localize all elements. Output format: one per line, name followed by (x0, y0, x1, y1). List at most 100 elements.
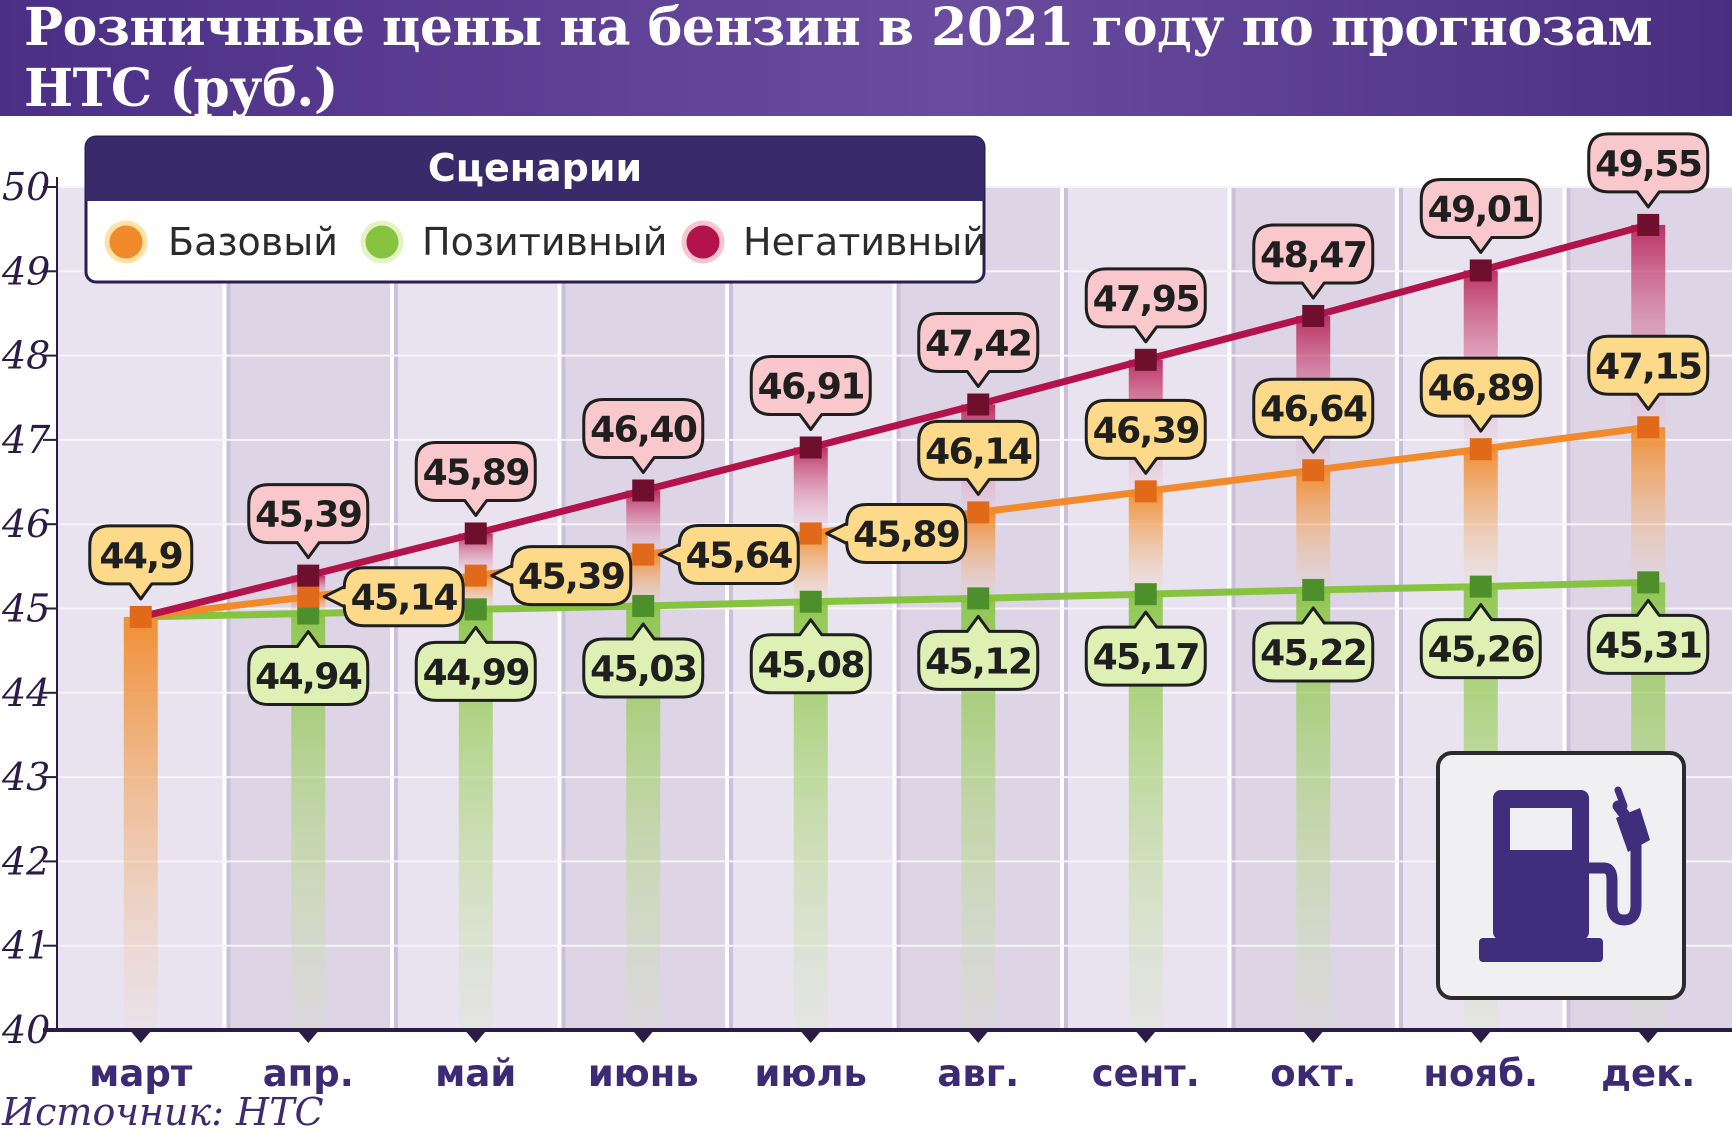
stem-base (1129, 491, 1163, 594)
legend-label-negative: Негативный (743, 220, 987, 264)
data-point (1637, 571, 1659, 593)
x-tick-label: нояб. (1423, 1052, 1538, 1095)
data-point (130, 606, 152, 628)
data-label-negative-text: 45,39 (255, 495, 361, 536)
x-tick-mark (967, 1030, 989, 1043)
data-point (465, 522, 487, 544)
data-label-negative-text: 48,47 (1260, 235, 1366, 276)
data-label-positive-text: 45,17 (1093, 637, 1199, 678)
y-tick-label: 40 (1, 1008, 50, 1052)
y-tick-label: 46 (1, 502, 50, 546)
data-label-base: 45,14 (324, 568, 463, 626)
data-label-base-text: 45,89 (853, 514, 959, 555)
x-tick-label: июль (755, 1052, 867, 1095)
legend: Сценарии Базовый Позитивный Негативный (86, 137, 987, 282)
source-note: Источник: НТС (2, 1090, 324, 1134)
data-label-positive-text: 44,94 (255, 657, 362, 698)
data-label-positive-text: 45,22 (1260, 633, 1366, 674)
data-point (800, 591, 822, 613)
x-tick-label: март (89, 1052, 193, 1095)
data-label-positive-text: 45,31 (1595, 625, 1701, 666)
x-tick-label: май (435, 1052, 516, 1095)
legend-swatch-base (107, 223, 145, 261)
stem-negative (794, 447, 828, 533)
stem-base (1296, 470, 1330, 590)
legend-label-base: Базовый (168, 220, 338, 264)
y-tick-label: 45 (1, 587, 50, 631)
data-label-base-text: 46,14 (925, 431, 1032, 472)
y-tick-label: 41 (1, 924, 50, 968)
data-label-base-text: 45,14 (351, 578, 458, 619)
data-label-negative-text: 46,91 (758, 366, 864, 407)
data-label-base-text: 45,39 (518, 557, 624, 598)
data-point (1135, 480, 1157, 502)
data-label-base: 45,39 (492, 547, 631, 605)
legend-swatch-negative (684, 223, 722, 261)
x-tick-mark (130, 1030, 152, 1043)
fuel-pump-icon (1438, 753, 1684, 998)
data-point (297, 586, 319, 608)
data-point (1637, 416, 1659, 438)
y-tick-label: 48 (1, 334, 50, 378)
x-tick-label: сент. (1092, 1052, 1200, 1095)
stem-base (1464, 449, 1498, 586)
data-point (465, 598, 487, 620)
x-tick-label: апр. (263, 1052, 354, 1095)
x-tick-mark (1637, 1030, 1659, 1043)
data-label-negative-text: 46,40 (590, 409, 697, 450)
x-tick-mark (1470, 1030, 1492, 1043)
data-label-negative-text: 49,55 (1595, 144, 1701, 185)
data-label-base-text: 47,15 (1595, 346, 1701, 387)
x-tick-label: июнь (588, 1052, 699, 1095)
data-label-positive-text: 44,99 (423, 652, 529, 693)
x-tick-mark (1135, 1030, 1157, 1043)
data-label-negative-text: 45,89 (423, 452, 529, 493)
data-point (1135, 583, 1157, 605)
data-point (1302, 459, 1324, 481)
data-point (967, 393, 989, 415)
data-point (1470, 438, 1492, 460)
x-tick-mark (1302, 1030, 1324, 1043)
data-point (1470, 576, 1492, 598)
data-point (1470, 259, 1492, 281)
data-point (632, 595, 654, 617)
data-label-base-text: 46,64 (1260, 389, 1367, 430)
stem-base (1631, 427, 1665, 582)
data-point (1302, 305, 1324, 327)
data-label-base-text: 46,89 (1428, 368, 1534, 409)
x-tick-label: авг. (937, 1052, 1019, 1095)
data-label-positive-text: 45,26 (1428, 630, 1535, 671)
x-tick-mark (465, 1030, 487, 1043)
y-tick-label: 50 (2, 165, 50, 209)
legend-title: Сценарии (428, 146, 642, 190)
x-tick-label: дек. (1601, 1052, 1695, 1095)
data-point (1637, 214, 1659, 236)
data-point (967, 501, 989, 523)
y-tick-label: 49 (1, 249, 50, 293)
x-tick-mark (297, 1030, 319, 1043)
data-point (1302, 579, 1324, 601)
x-tick-mark (800, 1030, 822, 1043)
data-label-negative-text: 47,95 (1093, 279, 1199, 320)
data-point (632, 544, 654, 566)
data-label-positive-text: 45,03 (590, 649, 696, 690)
data-label-base-text: 44,9 (99, 536, 182, 577)
data-label-negative-text: 49,01 (1428, 189, 1534, 230)
data-label-base: 45,89 (827, 504, 966, 562)
x-tick-mark (632, 1030, 654, 1043)
data-point (800, 522, 822, 544)
data-point (967, 587, 989, 609)
legend-swatch-positive (363, 223, 401, 261)
y-tick-label: 43 (1, 755, 50, 799)
legend-label-positive: Позитивный (422, 220, 668, 264)
x-tick-label: окт. (1270, 1052, 1356, 1095)
data-label-positive-text: 45,12 (925, 641, 1031, 682)
data-point (1135, 349, 1157, 371)
data-point (800, 436, 822, 458)
y-tick-label: 42 (1, 839, 50, 883)
stem-base (124, 617, 158, 1030)
data-label-negative-text: 47,42 (925, 323, 1031, 364)
data-label-base-text: 46,39 (1093, 410, 1199, 451)
data-label-base-text: 45,64 (686, 536, 793, 577)
